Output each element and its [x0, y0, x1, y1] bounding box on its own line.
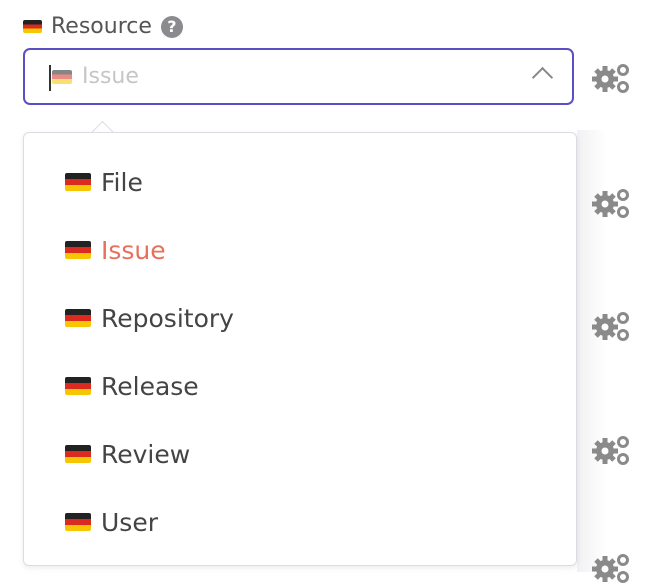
gears-icon[interactable] [592, 553, 632, 585]
german-flag-icon [65, 377, 91, 395]
option-label: Release [101, 371, 199, 401]
german-flag-icon [65, 513, 91, 531]
option-release[interactable]: Release [65, 366, 199, 406]
resource-select[interactable]: Issue [23, 48, 574, 105]
german-flag-icon [52, 70, 72, 84]
option-label: File [101, 167, 143, 197]
text-cursor [49, 65, 51, 91]
option-label: User [101, 507, 158, 537]
option-label: Review [101, 439, 191, 469]
dropdown-menu: File Issue Repository Release Review Use… [23, 132, 577, 566]
option-user[interactable]: User [65, 502, 158, 542]
gears-icon[interactable] [592, 63, 632, 95]
gears-icon[interactable] [592, 188, 632, 220]
option-issue[interactable]: Issue [65, 230, 166, 270]
field-label: Resource ? [23, 14, 183, 39]
german-flag-icon [65, 309, 91, 327]
option-review[interactable]: Review [65, 434, 190, 474]
option-file[interactable]: File [65, 162, 143, 202]
help-icon[interactable]: ? [160, 15, 183, 38]
gears-icon[interactable] [592, 435, 632, 467]
select-placeholder: Issue [82, 64, 139, 89]
option-label: Repository [101, 303, 234, 333]
german-flag-icon [65, 173, 91, 191]
german-flag-icon [65, 241, 91, 259]
gears-icon[interactable] [592, 311, 632, 343]
german-flag-icon [65, 445, 91, 463]
field-label-text: Resource [51, 14, 152, 39]
german-flag-icon [23, 20, 42, 33]
option-label: Issue [101, 235, 166, 265]
chevron-up-icon[interactable] [531, 66, 554, 89]
option-repository[interactable]: Repository [65, 298, 234, 338]
